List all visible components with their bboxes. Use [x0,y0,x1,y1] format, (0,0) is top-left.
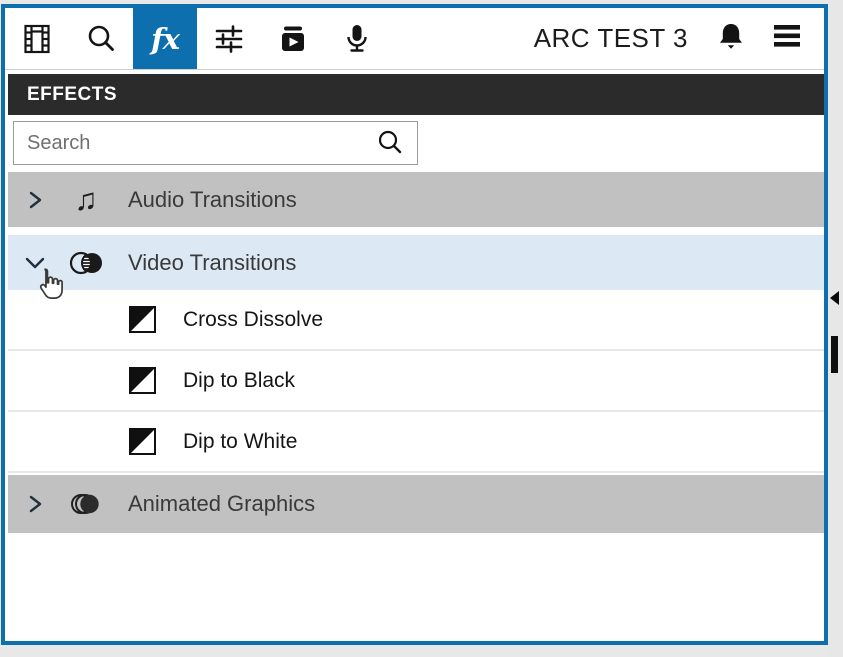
tab-effects-fx[interactable]: fx [133,8,197,69]
tab-media-filmstrip[interactable] [5,8,69,69]
diagonal-transition-icon [129,367,156,394]
effects-search [13,121,418,165]
chevron-down-icon[interactable] [22,250,48,276]
group-label: Animated Graphics [128,491,316,516]
top-toolbar: fx [5,8,824,70]
microphone-icon [339,21,375,57]
tab-adjust-sliders[interactable] [197,8,261,69]
effect-item-dip-to-black[interactable]: Dip to Black [8,351,824,412]
app-window: fx [1,4,828,645]
bell-icon [716,24,746,56]
chevron-right-icon[interactable] [22,491,48,517]
item-label: Dip to Black [183,368,296,392]
tab-export-video[interactable] [261,8,325,69]
project-title: ARC TEST 3 [533,23,688,53]
group-label: Video Transitions [128,249,297,275]
chevron-right-icon[interactable] [22,187,48,213]
search-input[interactable] [14,131,375,155]
diagonal-transition-icon [129,428,156,455]
scrollbar-thumb[interactable] [831,336,838,373]
side-rail [829,0,843,657]
fx-effects-icon: fx [151,21,180,56]
hamburger-menu-icon [772,25,802,54]
animated-circles-icon [66,489,106,519]
effects-tree: ♫ Audio Transitions [8,172,824,533]
effects-group-animated-graphics[interactable]: Animated Graphics [8,475,824,533]
dissolve-circles-icon [66,248,106,278]
diagonal-transition-icon [129,306,156,333]
diagonal-fill [131,369,154,392]
filmstrip-icon [19,21,55,57]
toolbar-spacer [389,8,534,69]
tab-search[interactable] [69,8,133,69]
search-submit-icon[interactable] [375,128,405,158]
effect-item-cross-dissolve[interactable]: Cross Dissolve [8,290,824,351]
search-icon [83,21,119,57]
item-label: Cross Dissolve [183,307,324,331]
item-label: Dip to White [183,429,298,453]
effects-group-video-transitions[interactable]: Video Transitions [8,235,824,290]
collapse-left-icon[interactable] [830,291,839,305]
tab-voiceover-mic[interactable] [325,8,389,69]
music-note-icon: ♫ [74,182,98,217]
sliders-icon [211,21,247,57]
effect-item-dip-to-white[interactable]: Dip to White [8,412,824,473]
export-video-icon [275,21,311,57]
main-menu-button[interactable] [772,22,802,55]
effects-group-audio-transitions[interactable]: ♫ Audio Transitions [8,172,824,227]
diagonal-fill [131,430,154,453]
group-label: Audio Transitions [128,186,297,212]
diagonal-fill [131,308,154,331]
notifications-button[interactable] [716,20,746,57]
panel-header: EFFECTS [8,74,824,115]
